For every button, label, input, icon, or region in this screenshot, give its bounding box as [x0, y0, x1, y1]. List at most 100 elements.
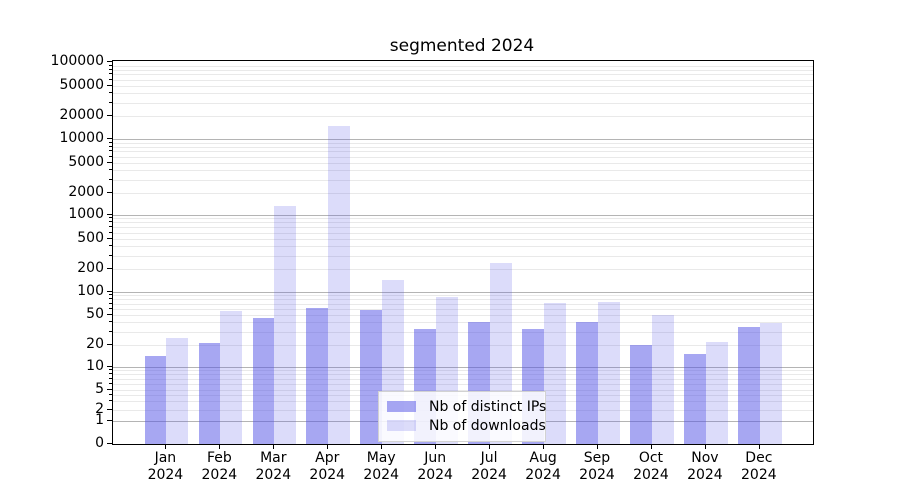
y-axis-minor-tick-mark: [109, 155, 112, 157]
y-axis-tick-mark: [107, 115, 112, 116]
chart-title: segmented 2024: [389, 36, 535, 56]
minor-gridline: [113, 303, 813, 305]
x-axis-tick-label: Feb 2024: [201, 450, 238, 483]
y-axis-minor-tick-mark: [109, 221, 112, 223]
y-axis-tick-label: 10000: [59, 130, 104, 146]
bar-distinct-ips-oct: [630, 345, 652, 444]
y-axis-minor-tick-mark: [109, 217, 112, 219]
minor-gridline: [113, 151, 813, 153]
y-axis-minor-tick-mark: [109, 169, 112, 171]
x-axis-tick-label: Jan 2024: [147, 450, 184, 483]
legend-label-downloads: Nb of downloads: [429, 417, 546, 434]
minor-gridline: [113, 79, 813, 81]
x-axis-tick-label: Apr 2024: [309, 450, 346, 483]
bar-distinct-ips-mar: [252, 317, 275, 444]
y-axis-tick-label: 0: [95, 435, 104, 451]
minor-gridline: [113, 315, 813, 316]
minor-gridline: [113, 65, 813, 67]
y-axis-tick-label: 100: [77, 283, 104, 299]
legend-label-distinct-ips: Nb of distinct IPs: [429, 398, 547, 415]
minor-gridline: [113, 383, 813, 385]
y-axis-tick-label: 100000: [50, 53, 104, 69]
y-axis-tick-label: 20: [86, 336, 104, 352]
x-axis-tick-mark: [273, 444, 275, 449]
bar-distinct-ips-dec: [738, 326, 760, 444]
minor-gridline: [113, 370, 813, 372]
y-axis-tick-mark: [107, 420, 112, 421]
minor-gridline: [113, 295, 813, 297]
x-axis-tick-mark: [381, 444, 383, 449]
legend-swatch-downloads-icon: [387, 420, 416, 431]
y-axis-minor-tick-mark: [109, 178, 112, 180]
bar-downloads-aug: [544, 302, 566, 444]
x-axis-tick-mark: [219, 444, 221, 449]
bar-downloads-mar: [274, 206, 297, 444]
minor-gridline: [113, 308, 813, 310]
x-axis-tick-label: Oct 2024: [633, 450, 669, 483]
y-axis-minor-tick-mark: [109, 226, 112, 228]
y-axis-minor-tick-mark: [109, 141, 112, 143]
minor-gridline: [113, 378, 813, 380]
y-axis-tick-label: 2: [95, 401, 104, 417]
bar-downloads-apr: [328, 125, 351, 444]
y-axis-minor-tick-mark: [109, 92, 112, 94]
x-axis-tick-mark: [650, 444, 652, 449]
x-axis-tick-mark: [758, 444, 760, 449]
y-axis-minor-tick-mark: [109, 307, 112, 309]
y-axis-minor-tick-mark: [109, 302, 112, 304]
y-axis-tick-mark: [107, 238, 112, 239]
y-axis-tick-mark: [107, 291, 112, 292]
legend-item-distinct-ips: Nb of distinct IPs: [387, 397, 546, 416]
y-axis-minor-tick-mark: [109, 64, 112, 66]
y-axis-minor-tick-mark: [109, 382, 112, 384]
x-axis-tick-mark: [165, 444, 167, 449]
minor-gridline: [113, 255, 813, 257]
x-axis-tick-mark: [704, 444, 706, 449]
y-axis-tick-label: 1000: [68, 205, 104, 222]
y-axis-minor-tick-mark: [109, 254, 112, 256]
y-axis-tick-label: 1: [95, 412, 104, 428]
bar-distinct-ips-sep: [576, 322, 598, 444]
y-axis-tick-label: 50000: [59, 77, 104, 93]
y-axis-minor-tick-mark: [109, 68, 112, 70]
x-axis-tick-mark: [489, 444, 491, 449]
bar-downloads-nov: [705, 341, 728, 444]
minor-gridline: [113, 227, 813, 229]
major-gridline: [113, 214, 813, 216]
y-axis-minor-tick-mark: [109, 294, 112, 296]
y-axis-tick-label: 20000: [59, 107, 104, 123]
y-axis-tick-label: 5000: [68, 154, 104, 170]
y-axis-minor-tick-mark: [109, 73, 112, 75]
minor-gridline: [113, 86, 813, 87]
y-axis-minor-tick-mark: [109, 321, 112, 323]
x-axis-tick-mark: [597, 444, 598, 449]
y-axis-minor-tick-mark: [109, 400, 112, 402]
minor-gridline: [113, 269, 813, 270]
y-axis-tick-mark: [107, 268, 112, 269]
plot-area: [112, 60, 814, 445]
x-axis-tick-label: Jun 2024: [417, 450, 453, 483]
legend: Nb of distinct IPs Nb of downloads: [378, 391, 546, 442]
y-axis-minor-tick-mark: [109, 101, 112, 103]
y-axis-tick-mark: [107, 192, 112, 193]
x-axis-tick-label: Sep 2024: [579, 450, 615, 483]
legend-swatch-distinct-ips-icon: [387, 401, 416, 412]
minor-gridline: [113, 146, 813, 148]
y-axis-tick-mark: [107, 162, 112, 163]
y-axis-minor-tick-mark: [109, 145, 112, 147]
major-gridline: [113, 292, 813, 293]
bar-downloads-jan: [166, 337, 189, 444]
y-axis-minor-tick-mark: [109, 298, 112, 300]
bar-downloads-sep: [598, 301, 620, 444]
x-axis-tick-mark: [327, 444, 329, 449]
minor-gridline: [113, 345, 813, 346]
minor-gridline: [113, 239, 813, 240]
y-axis-tick-label: 50: [86, 306, 104, 322]
minor-gridline: [113, 102, 813, 104]
minor-gridline: [113, 390, 813, 391]
y-axis-tick-mark: [107, 85, 112, 86]
minor-gridline: [113, 218, 813, 220]
y-axis-tick-label: 10: [86, 358, 104, 374]
y-axis-tick-mark: [107, 213, 112, 215]
